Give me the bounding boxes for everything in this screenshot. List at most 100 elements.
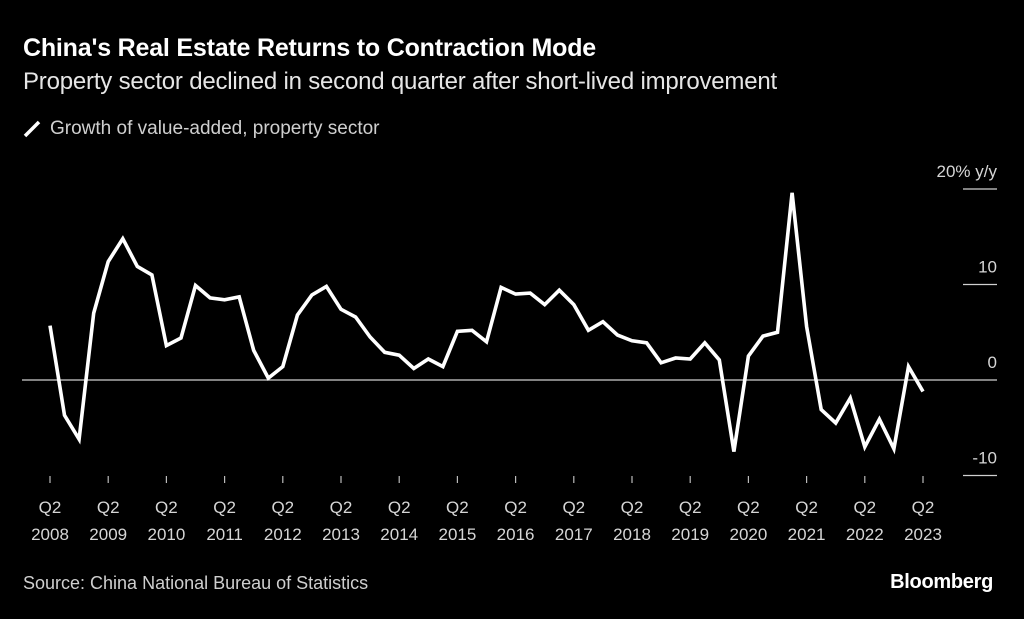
y-tick-label: 10 (978, 258, 997, 277)
data-point-2008Q3 (63, 414, 66, 417)
data-point-2018Q2 (631, 339, 634, 342)
x-tick-label-quarter: Q2 (97, 498, 120, 517)
x-tick-label-quarter: Q2 (446, 498, 469, 517)
data-point-2012Q1 (267, 377, 270, 380)
x-tick-label-quarter: Q2 (155, 498, 178, 517)
x-tick-label-quarter: Q2 (388, 498, 411, 517)
data-point-2011Q3 (238, 295, 241, 298)
x-tick-label-year: 2014 (380, 525, 418, 544)
data-point-2008Q4 (78, 438, 81, 441)
data-point-2022Q1 (849, 397, 852, 400)
data-point-2015Q1 (441, 365, 444, 368)
data-point-2014Q3 (412, 367, 415, 370)
data-point-2010Q3 (179, 336, 182, 339)
x-tick-label-year: 2017 (555, 525, 593, 544)
data-point-2011Q2 (223, 298, 226, 301)
x-tick-label-quarter: Q2 (562, 498, 585, 517)
data-point-2019Q4 (718, 358, 721, 361)
line-swatch-icon (23, 120, 41, 138)
data-point-2022Q2 (863, 445, 866, 448)
data-point-2012Q4 (310, 294, 313, 297)
legend-label: Growth of value-added, property sector (50, 118, 380, 139)
x-tick-label-quarter: Q2 (853, 498, 876, 517)
y-tick-label: -10 (972, 449, 997, 468)
data-point-2021Q1 (791, 191, 794, 194)
data-point-2010Q1 (150, 273, 153, 276)
data-point-2020Q4 (776, 331, 779, 334)
data-point-2016Q3 (529, 292, 532, 295)
x-tick-label-year: 2023 (904, 525, 942, 544)
x-tick-label-year: 2021 (788, 525, 826, 544)
data-point-2016Q1 (500, 286, 503, 289)
data-point-2014Q1 (383, 351, 386, 354)
data-point-2017Q1 (558, 289, 561, 292)
x-tick-label-quarter: Q2 (912, 498, 935, 517)
x-tick-label-quarter: Q2 (330, 498, 353, 517)
data-point-2014Q2 (398, 354, 401, 357)
x-tick-label-year: 2018 (613, 525, 651, 544)
x-tick-label-quarter: Q2 (39, 498, 62, 517)
x-tick-label-quarter: Q2 (737, 498, 760, 517)
x-axis: Q2 2008 Q2 2009 Q2 2010 Q2 2011 Q2 2012 Q2 2013 Q2 20… (31, 476, 942, 544)
x-tick-label-year: 2016 (497, 525, 535, 544)
data-point-2022Q4 (892, 447, 895, 450)
data-point-2018Q4 (660, 361, 663, 364)
data-point-2015Q4 (485, 340, 488, 343)
x-tick-label-quarter: Q2 (795, 498, 818, 517)
x-tick-label-year: 2015 (438, 525, 476, 544)
data-point-2019Q1 (674, 357, 677, 360)
data-point-2020Q1 (732, 450, 735, 453)
data-point-2022Q3 (878, 418, 881, 421)
data-point-2019Q2 (689, 357, 692, 360)
data-point-2015Q3 (470, 329, 473, 332)
x-tick-label-year: 2013 (322, 525, 360, 544)
data-point-2009Q1 (92, 312, 95, 315)
data-point-2009Q3 (121, 237, 124, 240)
data-point-2013Q3 (354, 315, 357, 318)
data-point-2015Q2 (456, 330, 459, 333)
data-point-2023Q2 (922, 390, 925, 393)
x-tick-label-year: 2011 (206, 525, 243, 544)
data-point-2016Q2 (514, 293, 517, 296)
data-point-2013Q2 (340, 308, 343, 311)
x-tick-label-year: 2009 (89, 525, 127, 544)
x-tick-label-quarter: Q2 (271, 498, 294, 517)
y-axis: 20% y/y 10 0 -10 (937, 162, 998, 477)
data-point-2017Q3 (587, 329, 590, 332)
x-tick-label-year: 2020 (729, 525, 767, 544)
data-point-2017Q2 (572, 303, 575, 306)
x-tick-label-year: 2010 (147, 525, 185, 544)
data-point-2013Q1 (325, 285, 328, 288)
chart-subtitle: Property sector declined in second quart… (23, 68, 777, 95)
data-point-2009Q4 (136, 265, 139, 268)
bloomberg-logo: Bloomberg (890, 571, 993, 593)
data-point-2018Q1 (616, 334, 619, 337)
legend: Growth of value-added, property sector (23, 118, 380, 140)
y-tick-label: 20% y/y (937, 162, 998, 181)
data-point-2013Q4 (369, 336, 372, 339)
x-tick-label-quarter: Q2 (213, 498, 236, 517)
data-point-2023Q1 (907, 365, 910, 368)
data-point-2021Q2 (805, 325, 808, 328)
x-tick-label-year: 2012 (264, 525, 302, 544)
data-point-2012Q3 (296, 314, 299, 317)
data-point-2011Q1 (209, 296, 212, 299)
data-point-2008Q2 (49, 324, 52, 327)
data-point-2016Q4 (543, 303, 546, 306)
series-line-property-growth (48, 192, 925, 455)
data-point-2010Q4 (194, 284, 197, 287)
x-tick-label-year: 2022 (846, 525, 884, 544)
data-point-2020Q3 (761, 335, 764, 338)
data-point-2010Q2 (165, 344, 168, 347)
data-point-2014Q4 (427, 357, 430, 360)
x-tick-label-year: 2008 (31, 525, 69, 544)
x-tick-label-quarter: Q2 (621, 498, 644, 517)
y-tick-label: 0 (988, 353, 997, 372)
data-point-2012Q2 (281, 365, 284, 368)
data-point-2019Q3 (703, 341, 706, 344)
source-note: Source: China National Bureau of Statist… (23, 573, 369, 593)
data-point-2011Q4 (252, 349, 255, 352)
data-point-2020Q2 (747, 355, 750, 358)
x-tick-label-year: 2019 (671, 525, 709, 544)
